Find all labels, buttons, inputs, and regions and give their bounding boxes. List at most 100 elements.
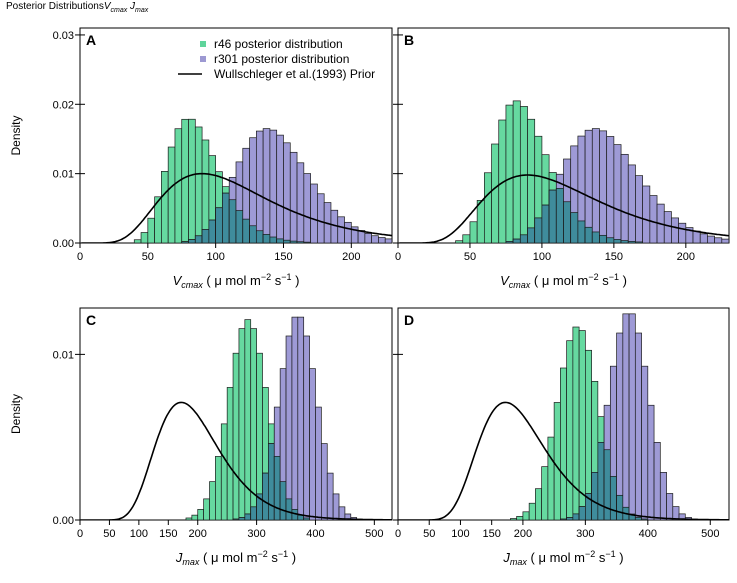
overlap-bar: [228, 199, 237, 243]
x-label-unit2: s: [271, 273, 282, 288]
x-label-var: V: [500, 273, 510, 288]
x-tick-label: 0: [395, 528, 401, 540]
r301-bar: [255, 130, 264, 243]
x-label-unit2: s: [268, 550, 279, 565]
overlap-bar: [566, 517, 574, 520]
overlap-bar: [584, 226, 593, 243]
overlap-bar: [577, 220, 586, 243]
panel-letter: B: [404, 32, 414, 48]
r301-bar: [296, 162, 305, 243]
overlap-bar: [215, 207, 223, 243]
x-tick-label: 200: [514, 528, 532, 540]
overlap-bar: [560, 518, 567, 520]
r301-bar: [642, 185, 651, 243]
title-prefix: Posterior Distributions: [6, 1, 104, 12]
r46-bar: [462, 234, 471, 243]
r46-bar: [191, 514, 199, 520]
r301-bar: [649, 195, 658, 243]
overlap-bar: [591, 231, 600, 243]
overlap-bar: [250, 506, 257, 520]
x-tick-label: 500: [701, 528, 719, 540]
r46-bar: [188, 118, 196, 243]
overlap-bar: [289, 240, 298, 243]
legend-label: Wullschleger et al.(1993) Prior: [214, 67, 375, 81]
r46-bar: [553, 402, 561, 520]
r46-bar: [133, 239, 142, 243]
prior-curve: [81, 172, 392, 243]
overlap-bar: [268, 443, 275, 520]
r301-bar: [262, 128, 271, 243]
overlap-bar: [244, 513, 252, 520]
x-label-unit: ( μ mol m: [530, 273, 588, 288]
y-tick-label: 0.00: [53, 515, 74, 527]
r301-bar: [666, 493, 674, 520]
histogram-bars: [398, 313, 729, 520]
x-axis-label: Jmax ( μ mol m−2 s−1 ): [502, 549, 623, 567]
x-tick-label: 100: [206, 251, 224, 263]
overlap-bar: [570, 212, 579, 243]
r301-bar: [303, 335, 310, 520]
r301-bar: [606, 136, 615, 243]
overlap-bar: [555, 187, 564, 243]
r46-bar: [238, 328, 246, 520]
y-axis-label: Density: [9, 394, 23, 434]
r301-bar: [672, 506, 680, 520]
r301-bar: [627, 164, 636, 243]
overlap-bar: [303, 517, 310, 520]
r301-bar: [269, 129, 278, 243]
overlap-bar: [578, 506, 586, 520]
overlap-bar: [597, 442, 605, 520]
histogram-bars: [80, 316, 392, 520]
x-tick-label: 150: [605, 251, 623, 263]
r301-bar: [317, 193, 325, 243]
x-tick-label: 100: [451, 528, 469, 540]
overlap-bar: [201, 229, 210, 243]
overlap-bar: [512, 238, 521, 243]
r46-bar: [528, 502, 536, 520]
x-axis-label: Vcmax ( μ mol m−2 s−1 ): [173, 272, 300, 290]
y-tick-label: 0.00: [53, 238, 74, 250]
y-tick-label: 0.01: [53, 349, 74, 361]
x-tick-label: 200: [189, 528, 207, 540]
r301-bar: [714, 237, 723, 243]
x-tick-label: 50: [464, 251, 476, 263]
r46-bar: [505, 104, 514, 243]
r46-bar: [512, 100, 521, 243]
r46-bar: [203, 498, 210, 520]
r301-bar: [344, 221, 352, 243]
r46-bar: [181, 118, 189, 243]
overlap-bar: [620, 240, 629, 243]
legend-label: r46 posterior distribution: [214, 37, 343, 51]
r301-bar: [309, 368, 316, 520]
x-label-sub: cmax: [509, 280, 531, 290]
r301-bar: [332, 493, 340, 520]
overlap-bar: [238, 517, 246, 520]
r301-bar: [364, 233, 373, 243]
panel-B: 0 50 100 150 200 B Vcmax ( μ mol m−2 s−1 ): [393, 27, 730, 290]
r301-bar: [628, 313, 636, 520]
x-axis-label: Jmax ( μ mol m−2 s−1 ): [175, 549, 296, 567]
r301-bar: [616, 332, 624, 520]
r301-bar: [641, 365, 649, 520]
r301-bar: [671, 217, 679, 243]
x-axis-label: Vcmax ( μ mol m−2 s−1 ): [500, 272, 627, 290]
title-var2: J: [130, 1, 135, 12]
x-label-var: J: [502, 550, 510, 565]
overlap-bar: [635, 241, 644, 243]
prior-curve: [398, 401, 729, 520]
y-tick-label: 0.03: [53, 30, 74, 42]
overlap-bar: [627, 241, 636, 243]
r46-bar: [491, 143, 500, 243]
x-label-close: ): [291, 273, 299, 288]
prior-curve: [80, 401, 392, 520]
overlap-bar: [181, 241, 189, 243]
x-tick-label: 100: [533, 251, 551, 263]
r301-bar: [692, 230, 701, 243]
y-tick-label: 0.02: [53, 99, 74, 111]
overlap-bar: [249, 225, 257, 243]
overlap-bar: [273, 456, 281, 520]
r46-bar: [194, 126, 203, 243]
x-label-close: ): [616, 550, 624, 565]
x-label-exp1: −2: [585, 549, 595, 559]
overlap-bar: [194, 235, 203, 243]
